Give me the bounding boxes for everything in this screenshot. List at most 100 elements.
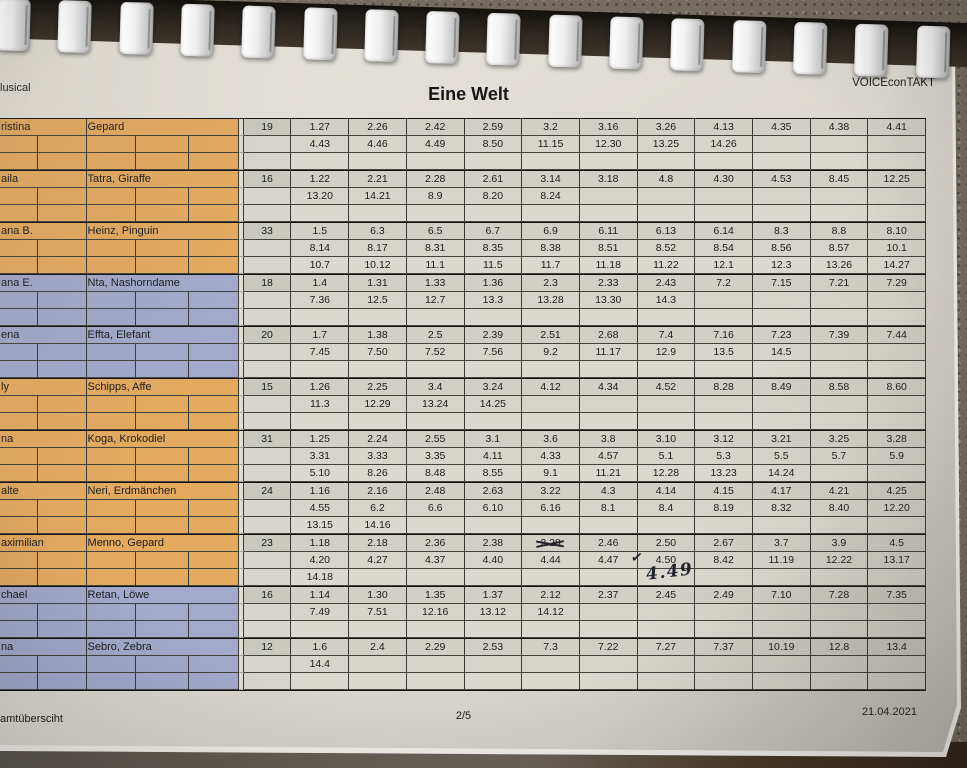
table-row: ristina Gepard 19 1.27 2.26 2.42 2.59 3.2 3.16 3.… (0, 119, 926, 136)
schedule-cell: 4.41 (868, 119, 926, 136)
performer-name: ana B. (0, 223, 87, 240)
empty-sub-cell (37, 344, 87, 361)
schedule-cell: 14.27 (868, 257, 927, 274)
schedule-cell: 7.45 (291, 344, 350, 361)
cell-value: 4.50 (655, 554, 677, 566)
schedule-cell: 1.26 (291, 379, 350, 396)
binding-clip-icon (241, 5, 276, 59)
schedule-cell: 4.13 (695, 119, 753, 136)
schedule-cell: 1.14 (291, 587, 350, 604)
empty-cell (810, 136, 869, 153)
schedule-cell: 4.35 (752, 119, 811, 136)
empty-sub-cell (86, 413, 137, 430)
schedule-cell: 10.19 (752, 639, 811, 656)
cell-value: 3.26 (655, 121, 677, 133)
schedule-cell: 1.4 (291, 275, 350, 292)
schedule-cell: 12.22 (810, 552, 869, 569)
cell-value: 4.47 (598, 554, 619, 566)
schedule-cell: 12.20 (868, 500, 927, 517)
cell-value: 4.8 (658, 173, 674, 185)
schedule-cell: 7.10 (752, 587, 811, 604)
performer-block: ana E. Nta, Nashorndame 18 1.4 1.31 1.33 1.36 2… (0, 274, 927, 326)
cell-value: 5.3 (716, 450, 731, 462)
cell-value: 7.29 (886, 277, 907, 289)
schedule-cell: 13.5 (695, 344, 753, 361)
schedule-cell: 8.48 (406, 465, 465, 482)
empty-sub-cell (37, 621, 87, 638)
count-empty-cell (243, 604, 292, 621)
count-empty-cell (243, 569, 292, 586)
binding-clip-icon (57, 0, 93, 54)
empty-sub-cell (136, 413, 189, 430)
empty-sub-cell (86, 621, 137, 638)
schedule-cell: 11.15 (522, 136, 580, 153)
cell-value: 6.11 (598, 225, 619, 237)
empty-cell (579, 396, 638, 413)
binding-clip-icon (792, 21, 828, 75)
empty-cell (406, 621, 465, 638)
handwritten-note-cell: 4.49 (637, 559, 696, 586)
cell-value: 14.4 (309, 658, 331, 670)
cell-value: 4.43 (309, 138, 331, 150)
performer-block: ena Effta, Elefant 20 1.7 1.38 2.5 2.39 2.51 2.6… (0, 326, 927, 378)
schedule-cell: 5.1 (637, 448, 696, 465)
empty-cell (868, 205, 927, 222)
empty-cell (868, 621, 927, 638)
empty-cell (868, 604, 927, 621)
cell-value: 7.35 (886, 589, 907, 601)
cell-value: 3.24 (482, 381, 504, 393)
cell-value: 2.59 (482, 121, 504, 133)
empty-sub-cell (37, 569, 87, 586)
binding-clip-icon (670, 18, 705, 72)
count-empty-cell (243, 621, 292, 638)
schedule-cell: 3.2 (522, 119, 580, 136)
count-empty-cell (243, 240, 292, 257)
cell-value: 13.4 (886, 641, 907, 653)
cell-value: 2.36 (424, 537, 446, 549)
empty-cell (868, 673, 927, 690)
schedule-cell: 11.19 (752, 552, 811, 569)
empty-cell (406, 413, 465, 430)
schedule-cell: 4.49 (406, 136, 465, 153)
schedule-cell: 11.18 (579, 257, 638, 274)
empty-cell (810, 517, 869, 534)
cell-value: 1.30 (367, 589, 388, 601)
cell-value: 14.26 (710, 138, 737, 150)
cell-value: 8.8 (831, 225, 847, 237)
cell-value: 1.16 (309, 485, 330, 497)
cell-value: 7.56 (482, 346, 504, 358)
empty-sub-cell (86, 448, 137, 465)
schedule-cell: 14.21 (349, 188, 407, 205)
schedule-cell: 2.43 (637, 275, 696, 292)
schedule-cell: 7.56 (464, 344, 523, 361)
empty-sub-cell (0, 673, 38, 690)
empty-cell (637, 188, 696, 205)
cell-value: 8.9 (427, 190, 443, 202)
count-cell: 33 (243, 223, 292, 240)
performer-name: aila (0, 171, 87, 188)
schedule-cell: 2.37 (579, 587, 638, 604)
empty-sub-cell (37, 448, 87, 465)
performer-name: na (0, 431, 87, 448)
cell-value: 1.26 (309, 381, 330, 393)
schedule-cell: 12.1 (695, 257, 753, 274)
count-empty-cell (243, 153, 292, 170)
empty-cell (637, 656, 696, 673)
cell-value: 3.31 (309, 450, 331, 462)
empty-cell (579, 205, 638, 222)
empty-sub-cell (0, 656, 38, 673)
schedule-cell: 4.33 (522, 448, 580, 465)
role-name: Menno, Gepard (86, 535, 239, 552)
empty-cell (868, 292, 927, 309)
cell-value: 2.25 (367, 381, 388, 393)
schedule-cell: 2.68 (579, 327, 638, 344)
column-gap (238, 621, 244, 638)
empty-sub-cell (86, 309, 137, 326)
schedule-cell: 1.30 (349, 587, 407, 604)
count-empty-cell (243, 257, 292, 274)
count-empty-cell (243, 500, 292, 517)
empty-cell (868, 309, 927, 326)
cell-value: 7.21 (828, 277, 850, 289)
schedule-cell: 8.31 (406, 240, 465, 257)
empty-cell (695, 396, 753, 413)
